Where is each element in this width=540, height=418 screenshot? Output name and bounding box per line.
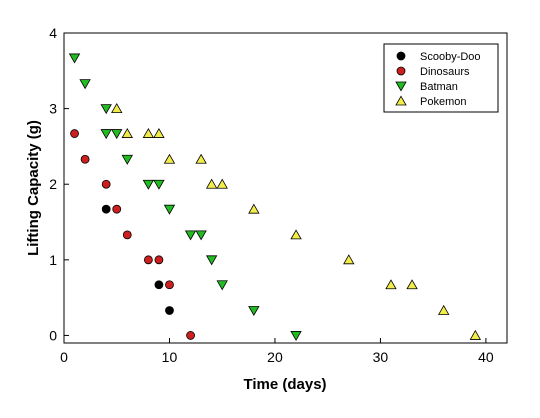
data-point — [248, 306, 260, 317]
x-tick-label: 0 — [60, 349, 68, 365]
legend-label: Pokemon — [420, 96, 466, 108]
data-point — [406, 279, 418, 290]
data-point — [186, 331, 195, 340]
y-axis-title: Lifting Capacity (g) — [25, 120, 42, 256]
data-point — [112, 204, 122, 214]
legend: Scooby-Doo Dinosaurs Batman Pokemon — [383, 43, 499, 113]
data-point — [143, 255, 153, 265]
plot-frame — [63, 32, 508, 344]
series-pokemon — [111, 103, 482, 340]
data-point — [142, 179, 155, 190]
x-tick-label: 40 — [478, 349, 494, 365]
data-point — [216, 178, 228, 189]
y-tick-label: 4 — [49, 25, 57, 41]
series-dinosaurs — [70, 129, 195, 340]
data-point — [438, 304, 450, 315]
y-tick-label: 0 — [49, 327, 57, 343]
data-point — [100, 104, 112, 115]
data-point — [385, 279, 397, 290]
data-point — [216, 280, 228, 291]
data-point — [121, 128, 133, 138]
series-batman — [68, 53, 302, 341]
x-axis-title: Time (days) — [243, 376, 326, 393]
x-tick-label: 30 — [373, 349, 389, 365]
data-point — [153, 128, 165, 138]
data-point — [142, 128, 155, 138]
data-point — [165, 280, 174, 290]
data-point — [101, 179, 111, 189]
data-points — [68, 53, 482, 341]
data-point — [68, 53, 81, 64]
legend-marker — [395, 95, 407, 106]
legend-label: Dinosaurs — [420, 66, 470, 78]
data-point — [111, 103, 123, 114]
data-point — [165, 306, 174, 315]
x-tick-label: 20 — [267, 349, 283, 365]
data-point — [205, 178, 218, 189]
data-point — [80, 154, 90, 164]
data-point — [154, 255, 164, 265]
x-axis: 0 10 20 30 40 — [60, 338, 494, 365]
y-axis: 0 1 2 3 4 — [49, 25, 69, 343]
data-point — [163, 204, 176, 215]
data-point — [100, 129, 112, 140]
data-point — [195, 230, 207, 241]
legend-label: Batman — [420, 81, 458, 93]
data-point — [195, 153, 207, 164]
data-point — [290, 331, 302, 341]
data-point — [121, 154, 133, 165]
legend-label: Scooby-Doo — [420, 51, 481, 63]
data-point — [343, 254, 355, 265]
data-point — [205, 255, 218, 266]
y-tick-label: 2 — [49, 176, 57, 192]
data-point — [153, 179, 165, 190]
data-point — [154, 280, 164, 290]
y-tick-label: 1 — [49, 252, 57, 268]
legend-marker — [396, 66, 406, 76]
data-point — [290, 229, 302, 240]
x-tick-label: 10 — [162, 349, 178, 365]
y-tick-label: 3 — [49, 101, 57, 117]
legend-marker — [396, 51, 406, 61]
series-scooby-doo — [101, 204, 174, 315]
data-point — [79, 79, 91, 90]
data-point — [111, 129, 123, 140]
data-point — [184, 230, 197, 241]
data-point — [101, 204, 111, 214]
data-point — [469, 329, 482, 340]
data-point — [163, 153, 176, 164]
data-point — [122, 230, 132, 240]
data-point — [70, 129, 79, 138]
data-point — [248, 203, 260, 214]
legend-marker — [395, 81, 407, 92]
